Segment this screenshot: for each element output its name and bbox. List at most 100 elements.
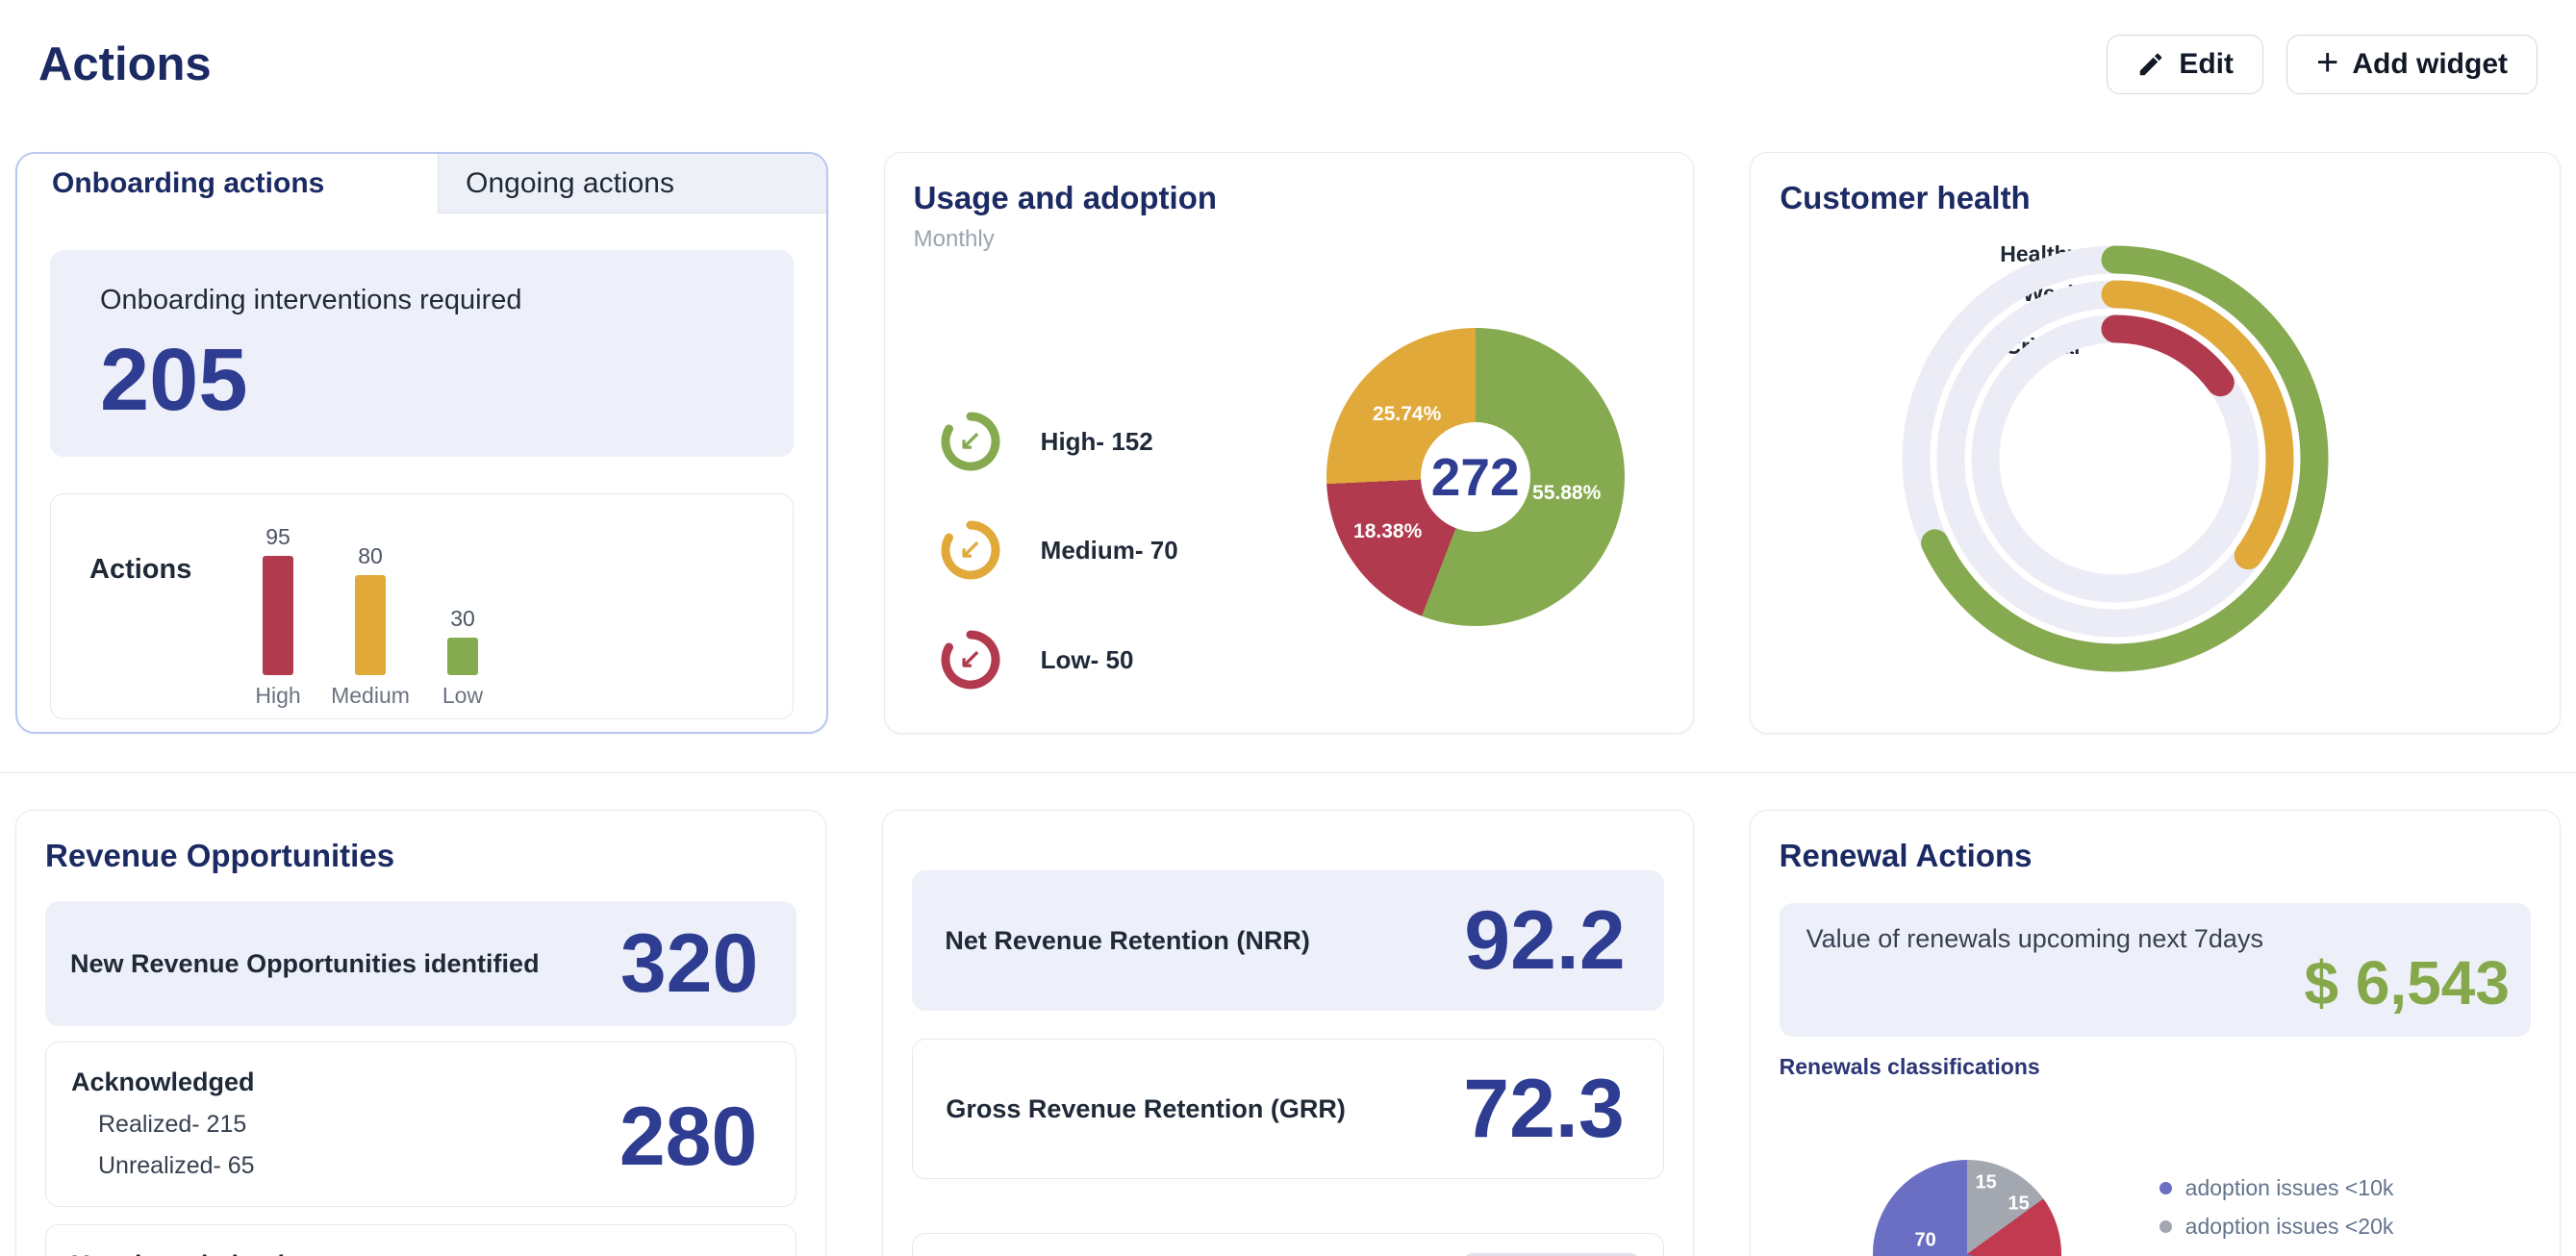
health-header: Customer health [1751, 153, 2560, 216]
legend-bullet-icon [2159, 1181, 2172, 1194]
usage-total-value: 272 [1430, 447, 1520, 507]
usage-header: Usage and adoption Monthly [885, 153, 1694, 253]
onboarding-bar-chart: 95 High 80 Medium 30 Low [248, 494, 492, 720]
renewal-kpi-value: $ 6,543 [2304, 948, 2510, 1017]
pie-slice-label-gray: 15 [1975, 1171, 1997, 1193]
revenue-acknowledged-panel: Acknowledged Realized- 215 Unrealized- 6… [45, 1042, 797, 1207]
usage-card-title: Usage and adoption [913, 180, 1218, 215]
usage-adoption-card: Usage and adoption Monthly ↙ High- 152 ↙… [883, 152, 1695, 734]
unrealized-label: Unrealized- 65 [98, 1152, 255, 1179]
acknowledged-value: 280 [619, 1091, 758, 1183]
revenue-unacknowledged-panel: Unacknowledged Rejected- 30 40 [45, 1224, 797, 1256]
bar-column-low: 30 Low [442, 606, 484, 708]
legend-bullet-icon [2159, 1219, 2172, 1233]
health-card-title: Customer health [1780, 180, 2031, 215]
edit-button[interactable]: Edit [2107, 35, 2263, 94]
row-divider [0, 772, 2576, 773]
renewal-header: Renewal Actions Value of renewals upcomi… [1751, 811, 2560, 1080]
usage-donut: 25.74% 55.88% 18.38% 272 [1326, 328, 1625, 626]
usage-legend-label-low: Low- 50 [1040, 644, 1134, 674]
revenue-card-title: Revenue Opportunities [45, 838, 395, 873]
customer-health-card: Customer health Healthy Weak Critical [1750, 152, 2562, 734]
revenue-acknowledged-block: Acknowledged Realized- 215 Unrealized- 6… [71, 1068, 255, 1206]
acknowledged-label: Acknowledged [71, 1068, 255, 1096]
plus-icon: + [2315, 41, 2339, 84]
grr-label: Gross Revenue Retention (GRR) [946, 1093, 1346, 1123]
renewal-legend-item: adoption issues <20k [2159, 1207, 2394, 1245]
onboarding-body: Onboarding interventions required 205 Ac… [17, 250, 826, 719]
down-left-arrow-icon: ↙ [958, 534, 982, 565]
onboarding-chart-panel: Actions 95 High 80 Medium 30 Low [50, 493, 794, 719]
health-rings-chart [1902, 245, 2329, 672]
tab-ongoing-actions[interactable]: Ongoing actions [438, 154, 826, 214]
revenue-kpi-value: 320 [619, 917, 759, 1010]
edit-button-label: Edit [2179, 48, 2234, 80]
cycle-arrow-icon-low: ↙ [937, 626, 1004, 693]
legend-label-over-20k: adoption issues >20k [2185, 1252, 2394, 1256]
usage-legend-row: ↙ Low- 50 [937, 626, 1134, 693]
legend-label-under-10k: adoption issues <10k [2185, 1174, 2394, 1200]
revenue-opportunities-card: Revenue Opportunities New Revenue Opport… [15, 810, 827, 1256]
usage-legend-label-medium: Medium- 70 [1040, 535, 1178, 565]
usage-period-label: Monthly [913, 226, 995, 252]
usage-legend-row: ↙ High- 152 [937, 408, 1153, 475]
add-widget-button-label: Add widget [2352, 48, 2508, 80]
revenue-unacknowledged-block: Unacknowledged Rejected- 30 [71, 1250, 285, 1256]
cycle-arrow-icon-high: ↙ [937, 408, 1004, 475]
revenue-body: New Revenue Opportunities identified 320… [16, 901, 825, 1256]
add-widget-button[interactable]: + Add widget [2286, 35, 2538, 94]
widgets-row-1: Onboarding actions Ongoing actions Onboa… [0, 152, 2576, 734]
top-bar-actions: Edit + Add widget [2107, 35, 2538, 94]
page-title: Actions [38, 38, 212, 90]
renewal-legend: adoption issues <10k adoption issues <20… [2159, 1168, 2394, 1256]
renewal-legend-item: adoption issues >20k [2159, 1245, 2394, 1256]
renewal-actions-card: Renewal Actions Value of renewals upcomi… [1749, 810, 2561, 1256]
pie-slice-label-indigo: 70 [1914, 1229, 1936, 1251]
top-bar: Actions Edit + Add widget [0, 0, 2576, 94]
retention-body: Net Revenue Retention (NRR) 92.2 Gross R… [883, 870, 1692, 1256]
down-left-arrow-icon: ↙ [958, 425, 982, 456]
renewal-pie: 15 15 70 [1872, 1160, 2061, 1256]
onboarding-actions-card: Onboarding actions Ongoing actions Onboa… [15, 152, 828, 734]
renewal-card-title: Renewal Actions [1779, 838, 2033, 873]
usage-legend-label-high: High- 152 [1040, 426, 1153, 456]
renewal-kpi-label: Value of renewals upcoming next 7days [1806, 924, 2263, 953]
health-ring-arc [1971, 314, 2260, 603]
nrr-label: Net Revenue Retention (NRR) [945, 925, 1310, 955]
renewals-classifications-label: Renewals classifications [1779, 1054, 2040, 1079]
health-ring-arc [1902, 245, 2329, 672]
onboarding-kpi-panel: Onboarding interventions required 205 [50, 250, 794, 457]
onboarding-kpi-label: Onboarding interventions required [100, 285, 522, 315]
realized-label: Realized- 215 [98, 1111, 247, 1138]
tab-onboarding-actions[interactable]: Onboarding actions [17, 154, 439, 214]
bar-column-high: 95 High [255, 524, 301, 708]
usage-donut-center: 272 [1420, 422, 1530, 532]
revenue-header: Revenue Opportunities [16, 811, 825, 874]
pencil-icon [2136, 50, 2165, 79]
nrr-panel: Net Revenue Retention (NRR) 92.2 [912, 870, 1664, 1011]
grr-panel: Gross Revenue Retention (GRR) 72.3 [912, 1039, 1664, 1179]
bar-column-medium: 80 Medium [331, 543, 410, 708]
widgets-row-2: Revenue Opportunities New Revenue Opport… [0, 810, 2576, 1256]
renewal-legend-item: adoption issues <10k [2159, 1168, 2394, 1207]
revenue-kpi-label: New Revenue Opportunities identified [70, 948, 540, 978]
legend-label-under-20k: adoption issues <20k [2185, 1213, 2394, 1239]
revenue-kpi-panel: New Revenue Opportunities identified 320 [45, 901, 797, 1026]
unacknowledged-label: Unacknowledged [71, 1250, 285, 1256]
retention-panel: Retention [912, 1233, 1664, 1256]
grr-value: 72.3 [1463, 1063, 1625, 1155]
nrr-value: 92.2 [1464, 894, 1626, 987]
retention-action-button[interactable] [1462, 1253, 1640, 1256]
donut-slice-label-medium: 25.74% [1373, 403, 1442, 425]
renewal-kpi-panel: Value of renewals upcoming next 7days $ … [1779, 903, 2531, 1037]
donut-slice-label-low: 18.38% [1353, 520, 1423, 542]
donut-slice-label-high: 55.88% [1532, 482, 1602, 504]
health-ring-arc [1936, 280, 2294, 638]
onboarding-kpi-value: 205 [100, 331, 248, 429]
pie-slice-label-red: 15 [2008, 1193, 2030, 1215]
down-left-arrow-icon: ↙ [958, 643, 982, 674]
onboarding-chart-title: Actions [89, 554, 192, 585]
retention-metrics-card: Net Revenue Retention (NRR) 92.2 Gross R… [882, 810, 1694, 1256]
usage-legend-row: ↙ Medium- 70 [937, 516, 1178, 584]
